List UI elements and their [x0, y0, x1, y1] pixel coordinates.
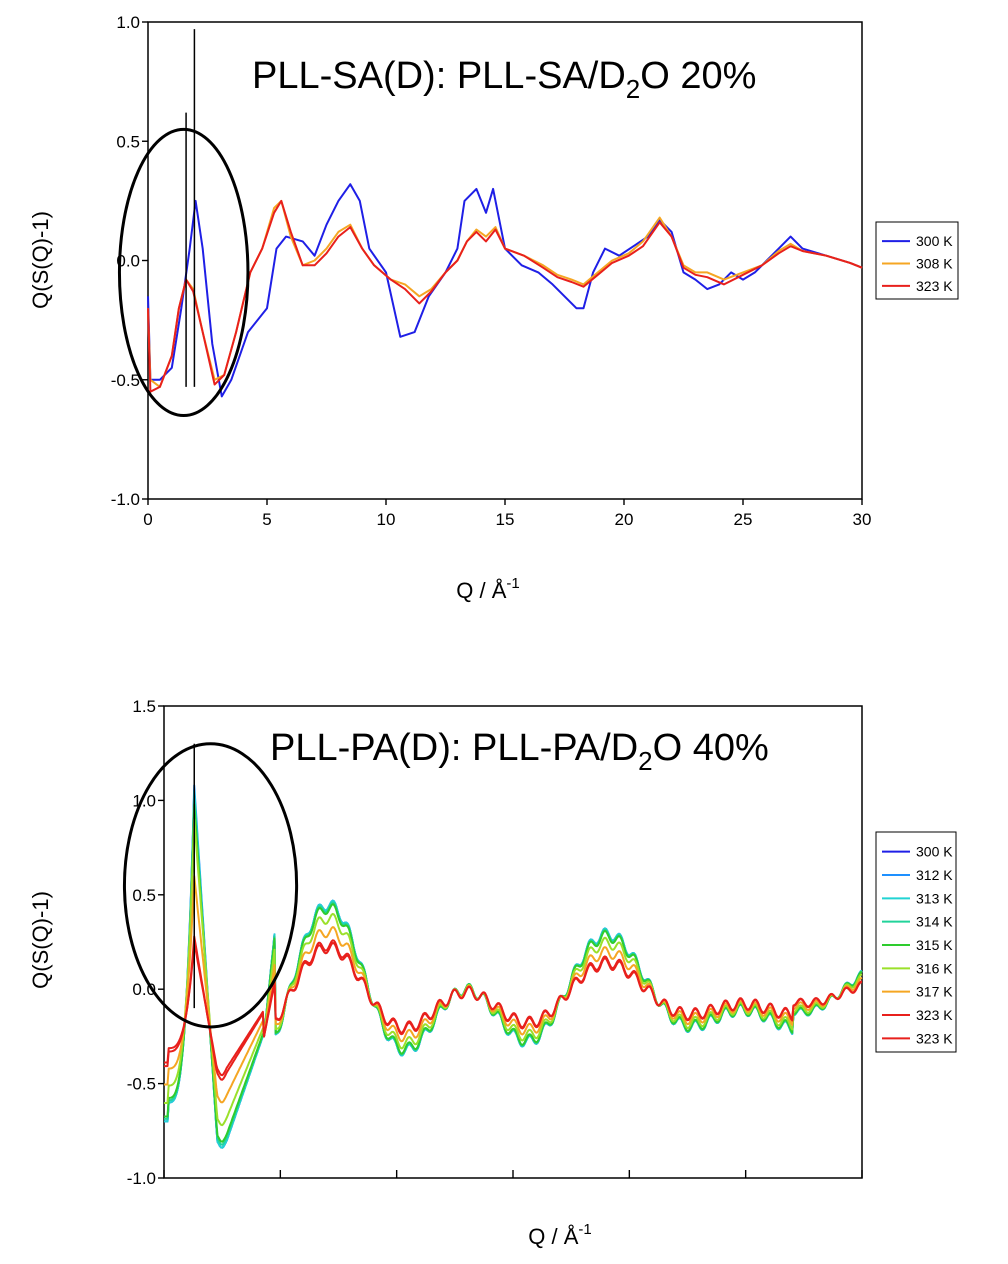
xtick-label-top: 15 — [496, 510, 515, 529]
xtick-label-top: 30 — [853, 510, 872, 529]
legend-label: 312 K — [916, 867, 953, 883]
ytick-label-bottom: 0.5 — [132, 886, 156, 905]
ytick-label-bottom: -0.5 — [127, 1075, 156, 1094]
series-lines-bottom — [164, 784, 863, 1149]
series-line-313k — [164, 790, 863, 1149]
series-line-323k — [147, 199, 863, 393]
legend-label: 314 K — [916, 914, 953, 930]
legend-label: 315 K — [916, 937, 953, 953]
legend-label: 317 K — [916, 984, 953, 1000]
legend-bottom: 300 K 312 K 313 K 314 K 315 K 316 K 317 K 323 K… — [875, 831, 957, 1053]
legend-label: 300 K — [916, 233, 953, 249]
ticks-bottom: -1.0-0.50.00.51.01.5 — [127, 697, 863, 1188]
legend-top: 300 K 308 K 323 K — [875, 221, 959, 300]
xtick-label-top: 25 — [734, 510, 753, 529]
legend-label: 323 K — [916, 278, 953, 294]
ytick-label-top: -1.0 — [111, 490, 140, 509]
highlight-ellipse-bottom — [122, 742, 299, 1029]
ytick-label-top: 0.5 — [116, 132, 140, 151]
series-line-314k — [164, 799, 863, 1146]
chart-top: Q(S(Q)-1) Q / Å-1 PLL-SA(D): PLL-SA/D2O … — [28, 13, 959, 603]
highlight-ellipse-top — [117, 127, 250, 418]
annotations-bottom — [122, 742, 299, 1029]
xtick-label-top: 5 — [262, 510, 271, 529]
ticks-top: 0 5 10 15 20 25 30 -1.0 -0.5 0.0 0.5 1.0 — [111, 13, 872, 529]
xtick-label-top: 20 — [615, 510, 634, 529]
ytick-label-bottom: -1.0 — [127, 1169, 156, 1188]
ytick-label-bottom: 1.5 — [132, 697, 156, 716]
xlabel-bottom: Q / Å-1 — [528, 1221, 591, 1249]
legend-label: 323 K — [916, 1007, 953, 1023]
ytick-label-top: 0.0 — [116, 252, 140, 271]
series-lines-top — [147, 183, 863, 398]
series-line-316k — [164, 818, 863, 1127]
annotations-top — [117, 29, 250, 418]
legend-label: 308 K — [916, 256, 953, 272]
series-line-300k — [147, 183, 863, 398]
chart-bottom: Q(S(Q)-1) Q / Å-1 PLL-PA(D): PLL-PA/D2O … — [28, 697, 957, 1249]
ylabel-top: Q(S(Q)-1) — [28, 211, 53, 309]
chart-title-bottom: PLL-PA(D): PLL-PA/D2O 40% — [270, 727, 769, 776]
legend-label: 313 K — [916, 890, 953, 906]
xtick-label-top: 10 — [377, 510, 396, 529]
series-line-317k — [164, 874, 863, 1104]
legend-label: 316 K — [916, 960, 953, 976]
ytick-label-top: 1.0 — [116, 13, 140, 32]
plot-frame-bottom — [163, 705, 863, 1179]
series-line-315k — [164, 803, 863, 1143]
series-line-323k — [164, 941, 863, 1077]
xlabel-top: Q / Å-1 — [456, 575, 519, 603]
series-line-308k — [147, 199, 863, 388]
ytick-label-top: -0.5 — [111, 371, 140, 390]
series-line-312k — [164, 784, 863, 1149]
legend-label: 323 K — [916, 1030, 953, 1046]
ylabel-bottom: Q(S(Q)-1) — [28, 891, 53, 989]
legend-label: 300 K — [916, 844, 953, 860]
chart-title-top: PLL-SA(D): PLL-SA/D2O 20% — [252, 55, 756, 104]
xtick-label-top: 0 — [143, 510, 152, 529]
series-line-300k — [164, 790, 863, 1149]
